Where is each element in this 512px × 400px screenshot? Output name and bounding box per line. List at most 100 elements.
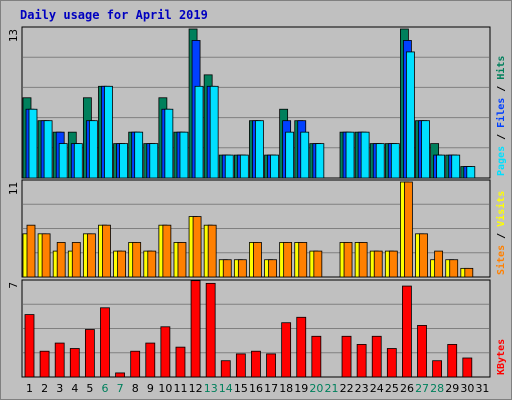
bar-pages-day-23 bbox=[360, 131, 370, 179]
day-label-23: 23 bbox=[355, 382, 369, 395]
legend-kbytes: KBytes bbox=[496, 339, 507, 375]
day-label-5: 5 bbox=[86, 382, 93, 395]
bar-sites-day-3 bbox=[56, 242, 66, 278]
bar-kbytes-day-10 bbox=[160, 326, 171, 378]
legend: Sites / Visits bbox=[495, 191, 507, 275]
day-label-30: 30 bbox=[460, 382, 474, 395]
bar-sites-day-23 bbox=[358, 242, 368, 278]
bar-kbytes-day-1 bbox=[24, 314, 35, 378]
bar-pages-day-26 bbox=[406, 51, 415, 179]
bar-sites-day-28 bbox=[434, 250, 444, 278]
bar-pages-day-9 bbox=[149, 143, 159, 179]
bar-pages-day-22 bbox=[345, 131, 355, 179]
bar-sites-day-29 bbox=[449, 259, 459, 278]
y-max-label: 13 bbox=[7, 29, 20, 42]
day-label-13: 13 bbox=[204, 382, 218, 395]
bar-sites-day-10 bbox=[162, 224, 172, 278]
bar-pages-day-20 bbox=[315, 143, 325, 179]
bar-kbytes-day-15 bbox=[235, 353, 246, 378]
bar-pages-day-1 bbox=[28, 108, 38, 179]
bar-pages-day-5 bbox=[88, 120, 98, 179]
day-label-28: 28 bbox=[430, 382, 444, 395]
bar-sites-day-12 bbox=[192, 216, 202, 278]
bar-kbytes-day-4 bbox=[69, 348, 80, 378]
bar-pages-day-29 bbox=[451, 154, 461, 179]
bar-kbytes-day-6 bbox=[100, 307, 110, 378]
bar-kbytes-day-30 bbox=[462, 357, 473, 378]
bar-sites-day-30 bbox=[464, 267, 474, 278]
bar-kbytes-day-17 bbox=[266, 353, 276, 378]
bar-sites-day-26 bbox=[404, 181, 413, 278]
legend: Pages / Files / Hits bbox=[495, 56, 507, 176]
panel-hits-files-pages: 13 Pages / Files / Hits bbox=[7, 26, 507, 179]
bar-kbytes-day-16 bbox=[251, 350, 261, 378]
day-label-20: 20 bbox=[309, 382, 323, 395]
bar-pages-day-17 bbox=[270, 154, 279, 179]
bar-sites-day-8 bbox=[132, 242, 142, 278]
bar-pages-day-30 bbox=[466, 166, 476, 179]
bar-sites-day-13 bbox=[207, 224, 217, 278]
panel-visits-sites: 11 Sites / Visits bbox=[7, 179, 507, 278]
bar-kbytes-day-28 bbox=[432, 360, 443, 378]
bar-sites-day-19 bbox=[298, 242, 308, 278]
bar-pages-day-14 bbox=[224, 154, 234, 179]
day-label-25: 25 bbox=[385, 382, 399, 395]
day-label-22: 22 bbox=[340, 382, 354, 395]
bar-pages-day-19 bbox=[300, 131, 310, 179]
bar-kbytes-day-26 bbox=[402, 285, 412, 378]
day-label-12: 12 bbox=[189, 382, 203, 395]
day-label-3: 3 bbox=[56, 382, 63, 395]
bar-kbytes-day-11 bbox=[175, 346, 186, 378]
bar-kbytes-day-27 bbox=[417, 325, 427, 378]
legend-sites: Sites bbox=[495, 245, 507, 275]
bar-kbytes-day-25 bbox=[386, 348, 397, 378]
bar-kbytes-day-19 bbox=[296, 316, 307, 378]
bar-kbytes-day-24 bbox=[371, 335, 382, 378]
bar-sites-day-2 bbox=[41, 233, 51, 278]
bar-pages-day-7 bbox=[119, 143, 128, 179]
day-axis-labels: 1 2 3 4 5 6 7 8 9 10 11 12 13 14 15 16 17 18 19 20 21 22 23 24 2… bbox=[26, 382, 489, 395]
day-label-7: 7 bbox=[117, 382, 124, 395]
legend: KBytes bbox=[496, 339, 507, 375]
y-max-label: 11 bbox=[7, 182, 20, 195]
bar-kbytes-day-18 bbox=[281, 322, 292, 378]
y-max-label: 7 bbox=[7, 282, 20, 289]
bar-sites-day-9 bbox=[147, 250, 157, 278]
day-label-8: 8 bbox=[132, 382, 139, 395]
bar-pages-day-13 bbox=[209, 85, 219, 179]
bar-pages-day-4 bbox=[73, 143, 83, 179]
bar-sites-day-16 bbox=[253, 242, 262, 278]
bar-sites-day-4 bbox=[71, 242, 81, 278]
bar-pages-day-16 bbox=[255, 120, 264, 179]
day-label-1: 1 bbox=[26, 382, 33, 395]
legend-separator: / bbox=[496, 80, 507, 98]
bar-pages-day-8 bbox=[134, 131, 144, 179]
day-label-27: 27 bbox=[415, 382, 429, 395]
bar-sites-day-17 bbox=[268, 259, 277, 278]
day-label-11: 11 bbox=[174, 382, 188, 395]
legend-separator: / bbox=[496, 128, 507, 146]
legend-hits: Hits bbox=[495, 56, 507, 80]
bar-kbytes-day-2 bbox=[39, 350, 50, 378]
day-label-17: 17 bbox=[264, 382, 278, 395]
bar-pages-day-10 bbox=[164, 108, 174, 179]
day-label-18: 18 bbox=[279, 382, 293, 395]
bar-pages-day-27 bbox=[421, 120, 430, 179]
bar-pages-day-6 bbox=[104, 85, 113, 179]
bar-sites-day-14 bbox=[222, 259, 232, 278]
day-label-29: 29 bbox=[445, 382, 459, 395]
bar-sites-day-5 bbox=[86, 233, 96, 278]
bar-sites-day-18 bbox=[283, 242, 293, 278]
bar-kbytes-day-12 bbox=[190, 280, 201, 378]
bar-kbytes-day-22 bbox=[341, 335, 352, 378]
bar-kbytes-day-14 bbox=[220, 360, 231, 378]
day-label-19: 19 bbox=[294, 382, 308, 395]
day-label-9: 9 bbox=[147, 382, 154, 395]
bar-pages-day-25 bbox=[390, 143, 400, 179]
legend-pages: Pages bbox=[496, 146, 507, 176]
bar-sites-day-6 bbox=[102, 224, 111, 278]
bar-sites-day-25 bbox=[388, 250, 398, 278]
day-label-10: 10 bbox=[158, 382, 172, 395]
bar-pages-day-18 bbox=[285, 131, 295, 179]
